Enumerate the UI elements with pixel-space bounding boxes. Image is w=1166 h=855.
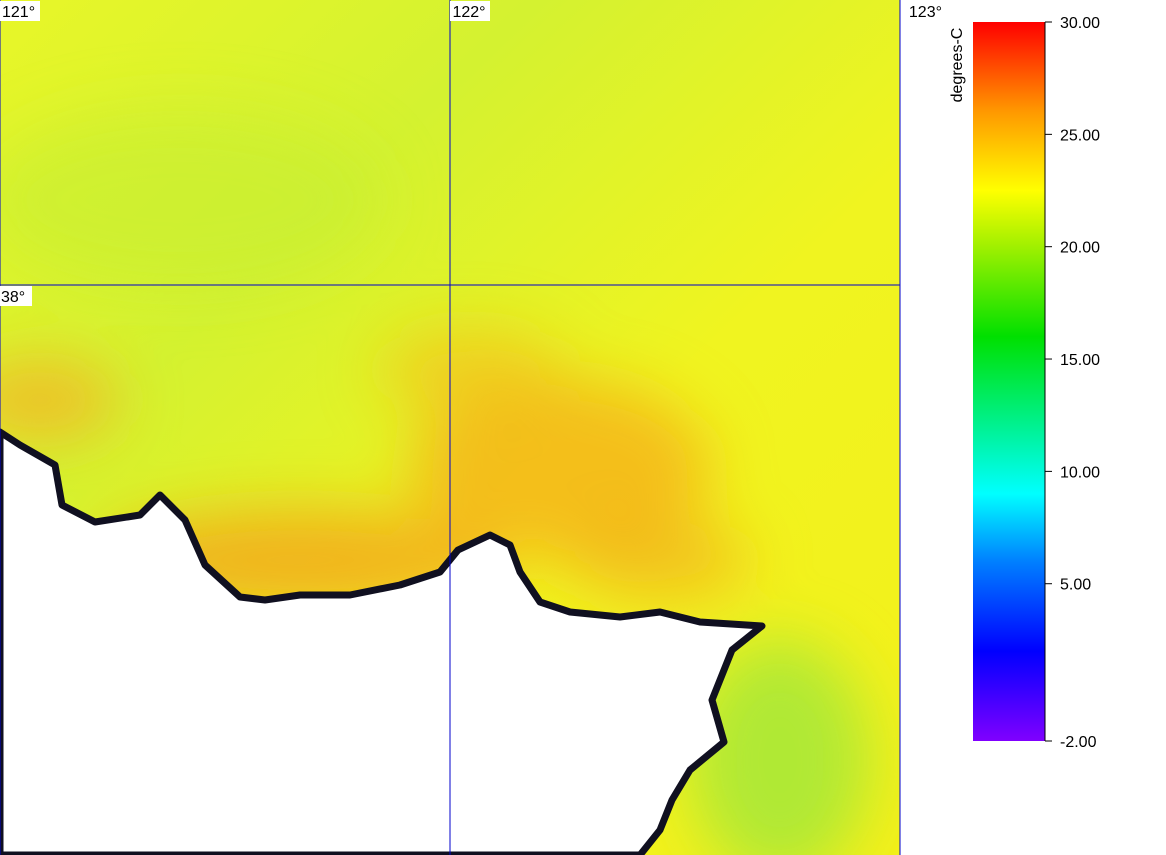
- colorbar: [973, 22, 1045, 741]
- colorbar-tick-label: 10.00: [1060, 464, 1100, 481]
- land: [0, 428, 766, 855]
- colorbar-tick-label: -2.00: [1060, 734, 1097, 751]
- colorbar-tick-label: 20.00: [1060, 240, 1100, 257]
- lon-label: 121°: [2, 4, 35, 21]
- lon-label: 123°: [909, 4, 942, 21]
- colorbar-tick-label: 5.00: [1060, 577, 1091, 594]
- label-bg: [0, 1, 40, 21]
- colorbar-tick-label: 30.00: [1060, 15, 1100, 32]
- colorbar-tick-label: 25.00: [1060, 127, 1100, 144]
- colorbar-title: degrees-C: [949, 28, 966, 103]
- label-bg: [0, 286, 32, 306]
- lat-label: 38°: [1, 289, 25, 306]
- label-bg: [902, 1, 942, 21]
- label-bg: [450, 1, 490, 21]
- colorbar-tick-label: 15.00: [1060, 352, 1100, 369]
- temperature-field: [0, 110, 870, 855]
- lon-label: 122°: [452, 4, 485, 21]
- graticule: 121° 122° 123° 38°: [0, 0, 942, 855]
